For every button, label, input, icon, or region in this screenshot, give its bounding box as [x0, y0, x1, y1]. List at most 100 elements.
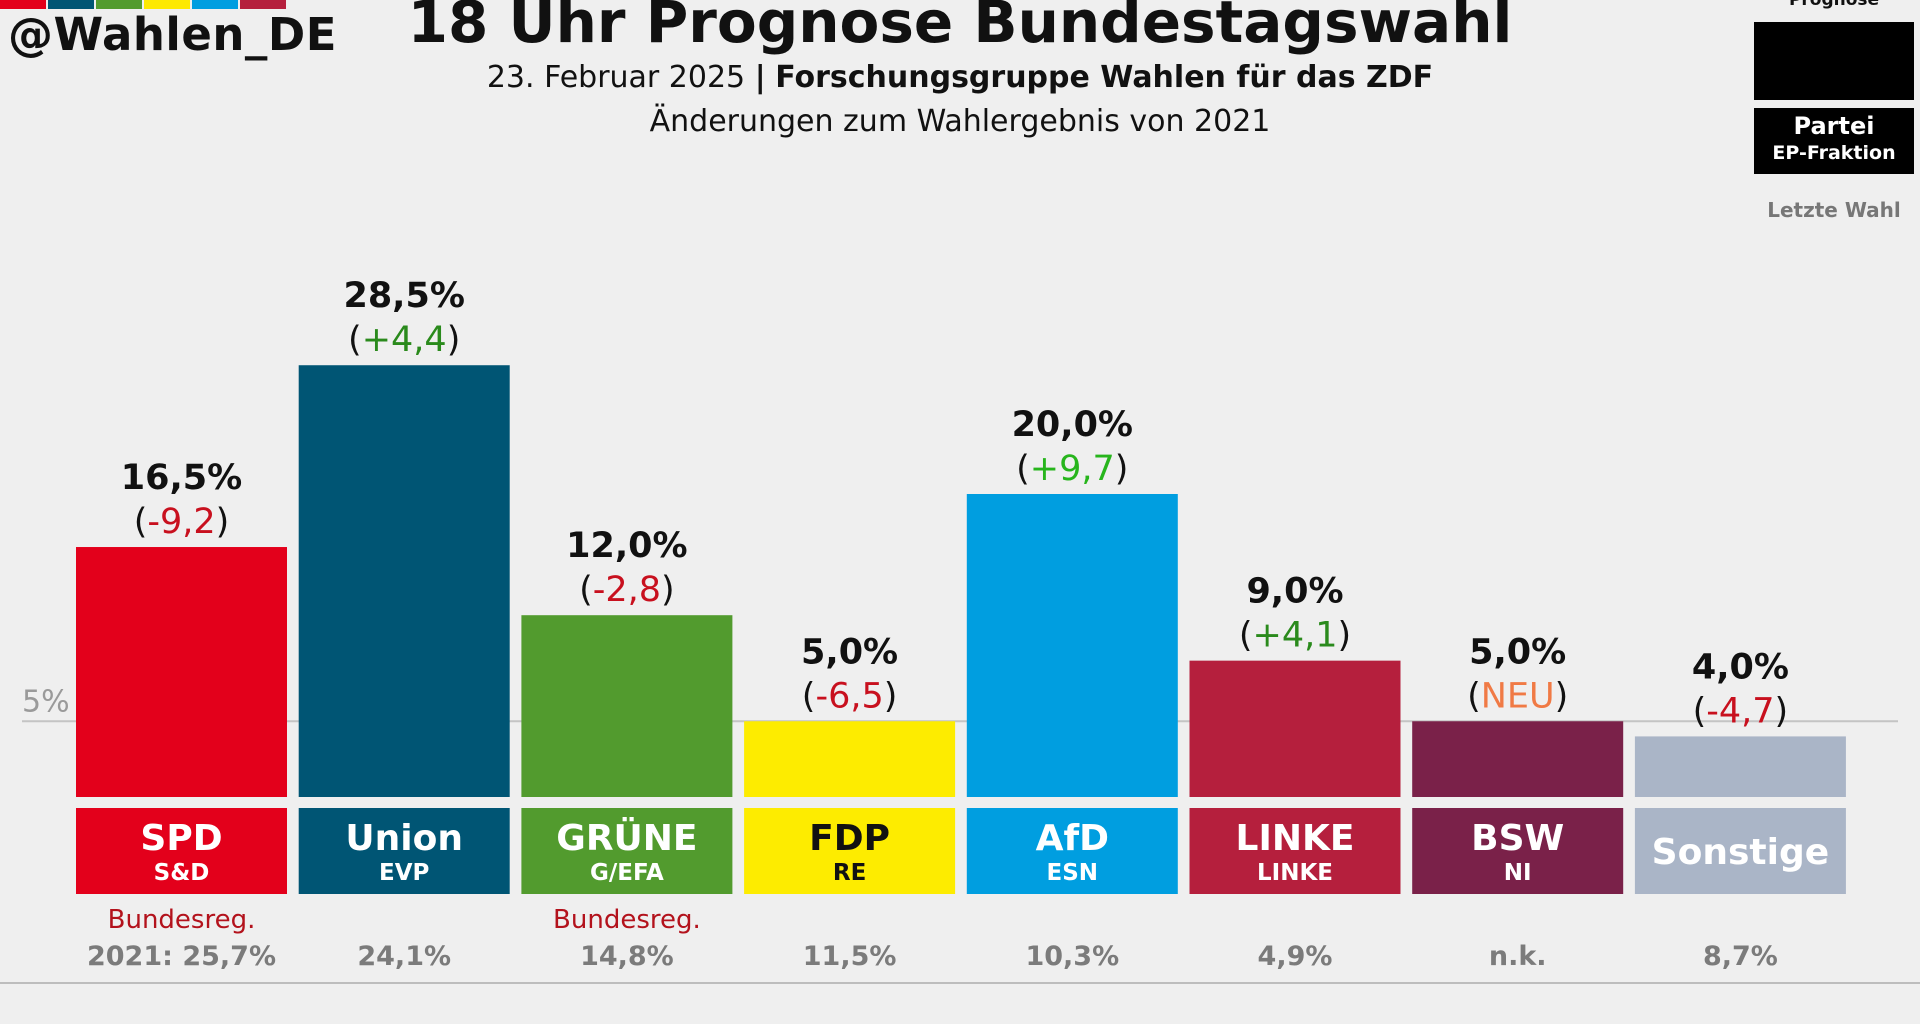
change-paren-close: )	[1115, 449, 1129, 489]
legend-party-label: Partei	[1793, 112, 1875, 140]
government-note: Bundesreg.	[108, 905, 256, 935]
last-election-value: 10,3%	[1025, 941, 1119, 972]
party-name: SPD	[140, 818, 222, 859]
logo-stripe	[240, 0, 286, 9]
party-label-box	[1412, 808, 1624, 894]
bar-bsw	[1412, 721, 1624, 797]
party-label-box	[966, 808, 1178, 894]
change-paren-close: )	[661, 570, 675, 610]
value-label: 16,5%	[121, 458, 242, 498]
value-label: 5,0%	[801, 632, 898, 672]
logo-stripe	[0, 0, 46, 9]
bar-grüne	[521, 615, 733, 797]
last-election-value: 24,1%	[357, 941, 451, 972]
change-label: (+9,7)	[1016, 449, 1128, 489]
party-group: S&D	[154, 860, 210, 886]
change-value: -4,7	[1706, 691, 1774, 731]
change-paren-close: )	[447, 320, 461, 360]
legend-prognose-label: Prognose	[1788, 0, 1880, 10]
change-paren-open: (	[1239, 616, 1253, 656]
party-group: EVP	[379, 860, 429, 886]
value-label: 28,5%	[343, 276, 464, 316]
change-label: (+4,4)	[348, 320, 460, 360]
change-label: (-2,8)	[579, 570, 675, 610]
change-label: (NEU)	[1467, 676, 1568, 716]
threshold-label: 5%	[22, 684, 70, 719]
value-label: 9,0%	[1246, 572, 1343, 612]
change-label: (-4,7)	[1693, 691, 1789, 731]
change-paren-open: (	[802, 676, 816, 716]
value-label: 20,0%	[1012, 405, 1133, 445]
last-election-value: 4,9%	[1258, 941, 1333, 972]
logo-stripe	[192, 0, 238, 9]
party-label-box	[76, 808, 287, 894]
party-name: GRÜNE	[556, 817, 697, 859]
bottom-divider	[0, 982, 1920, 984]
bar-linke	[1189, 660, 1401, 797]
party-name: BSW	[1471, 818, 1564, 859]
change-value: +4,1	[1253, 616, 1338, 656]
changes-note: Änderungen zum Wahlergebnis von 2021	[649, 104, 1271, 139]
legend-party-box: Partei EP-Fraktion	[1754, 108, 1914, 174]
party-name: AfD	[1036, 818, 1109, 859]
party-group: ESN	[1047, 860, 1099, 886]
last-election-value: n.k.	[1489, 941, 1547, 972]
change-label: (-6,5)	[802, 676, 898, 716]
party-label-box	[298, 808, 510, 894]
party-label-box	[1634, 808, 1846, 894]
change-paren-open: (	[579, 570, 593, 610]
legend-fraktion-label: EP-Fraktion	[1772, 142, 1896, 164]
party-name: LINKE	[1236, 818, 1355, 859]
last-election-value: 8,7%	[1703, 941, 1778, 972]
chart-subtitle: 23. Februar 2025 | Forschungsgruppe Wahl…	[0, 60, 1920, 95]
subtitle-date: 23. Februar 2025	[486, 60, 746, 95]
last-election-value: 2021: 25,7%	[87, 941, 276, 972]
party-label-box	[1189, 808, 1401, 894]
bar-spd	[76, 547, 287, 797]
logo-stripe	[96, 0, 142, 9]
legend-last-election-label: Letzte Wahl	[1767, 198, 1901, 222]
last-election-value: 11,5%	[803, 941, 897, 972]
change-paren-close: )	[1555, 676, 1569, 716]
change-paren-open: (	[348, 320, 362, 360]
change-paren-open: (	[1467, 676, 1481, 716]
party-label-box	[744, 808, 956, 894]
last-election-value: 14,8%	[580, 941, 674, 972]
change-paren-close: )	[1775, 691, 1789, 731]
change-paren-open: (	[134, 502, 148, 542]
change-paren-close: )	[1338, 616, 1352, 656]
bar-union	[298, 365, 510, 797]
party-group: LINKE	[1257, 860, 1333, 886]
party-group: RE	[833, 860, 866, 886]
change-value: -2,8	[593, 570, 661, 610]
party-name: FDP	[809, 818, 890, 859]
change-paren-close: )	[884, 676, 898, 716]
bar-fdp	[744, 721, 956, 797]
change-label: (+4,1)	[1239, 616, 1351, 656]
logo-color-stripes	[0, 0, 288, 9]
change-value: -6,5	[815, 676, 883, 716]
subtitle-source: Forschungsgruppe Wahlen für das ZDF	[775, 60, 1434, 95]
chart-title: 18 Uhr Prognose Bundestagswahl	[407, 0, 1513, 56]
change-paren-close: )	[216, 502, 230, 542]
value-label: 5,0%	[1469, 632, 1566, 672]
value-label: 12,0%	[566, 526, 687, 566]
party-name: Union	[345, 818, 463, 859]
change-value: -9,2	[147, 502, 215, 542]
change-value: NEU	[1481, 676, 1555, 716]
change-value: +4,4	[362, 320, 447, 360]
party-group: NI	[1504, 860, 1532, 886]
bar-afd	[966, 494, 1178, 797]
party-name: Sonstige	[1652, 832, 1829, 873]
change-value: +9,7	[1030, 449, 1115, 489]
change-label: (-9,2)	[134, 502, 230, 542]
legend-prognose-swatch	[1754, 22, 1914, 100]
bar-sonstige	[1634, 736, 1846, 797]
change-paren-open: (	[1693, 691, 1707, 731]
value-label: 4,0%	[1692, 647, 1789, 687]
party-label-box	[521, 808, 733, 894]
logo-stripe	[48, 0, 94, 9]
logo-stripe	[144, 0, 190, 9]
subtitle-separator: |	[754, 60, 766, 95]
